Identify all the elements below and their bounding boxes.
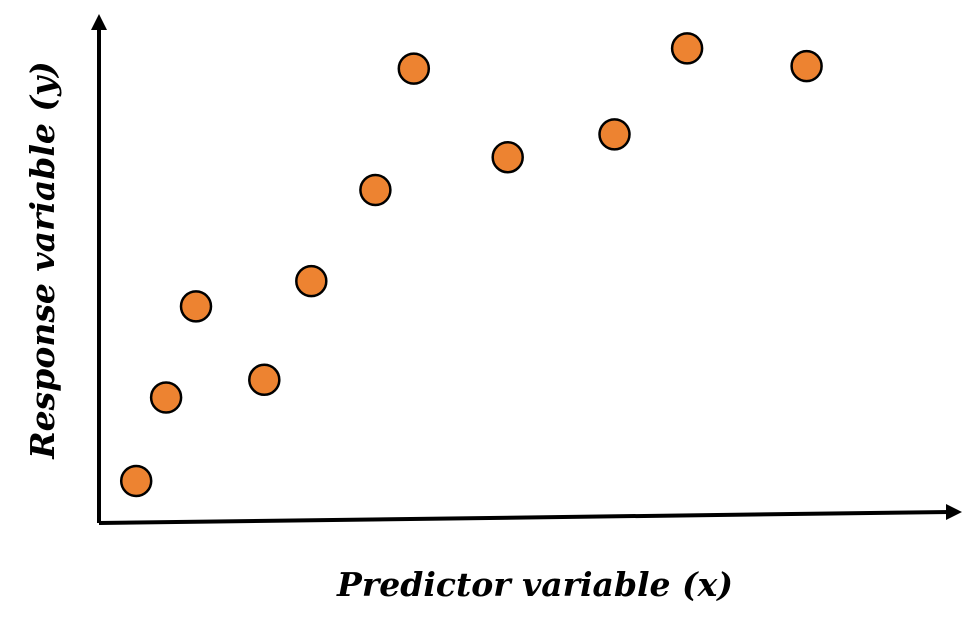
data-point-6 [359,173,392,207]
data-point-8 [491,140,524,174]
y-axis-label: Response variable (y) [23,61,62,460]
data-point-11 [790,49,823,83]
x-axis-arrow [946,504,962,520]
data-points [119,32,823,498]
y-axis-arrow [91,14,107,30]
data-point-9 [598,118,631,151]
data-point-3 [179,290,213,323]
data-point-7 [397,52,431,85]
data-point-4 [248,363,281,397]
data-point-2 [149,381,183,414]
x-axis [98,510,951,525]
data-point-10 [670,32,704,65]
data-point-1 [119,464,153,498]
x-axis-label: Predictor variable (x) [336,565,733,604]
axes [91,14,962,525]
data-point-5 [295,264,328,298]
